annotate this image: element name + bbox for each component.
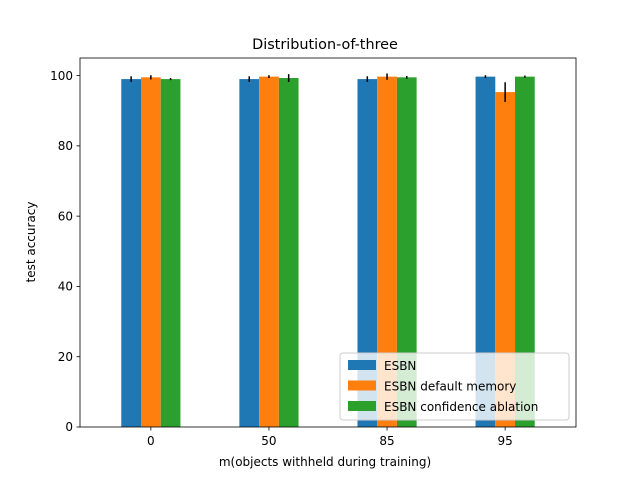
y-tick-label: 0 bbox=[65, 420, 73, 434]
x-tick-label: 95 bbox=[498, 434, 513, 448]
legend-label: ESBN bbox=[384, 359, 416, 373]
bar-esbn-confidence-ablation-0 bbox=[160, 79, 181, 427]
bar-esbn-confidence-ablation-85 bbox=[396, 77, 417, 427]
axes-layer: 0 20 40 60 80 100 0 50 85 95 bbox=[50, 57, 577, 448]
bar-esbn-default-memory-95 bbox=[495, 92, 516, 428]
bar-esbn-confidence-ablation-50 bbox=[278, 78, 299, 427]
y-tick-label: 20 bbox=[58, 350, 73, 364]
legend-label: ESBN confidence ablation bbox=[384, 400, 538, 414]
x-axis-label: m(objects withheld during training) bbox=[219, 455, 431, 469]
y-tick-label: 100 bbox=[50, 69, 73, 83]
x-tick-label: 85 bbox=[379, 434, 394, 448]
y-axis-label: test accuracy bbox=[24, 202, 38, 283]
y-tick-label: 40 bbox=[58, 280, 73, 294]
bar-esbn-confidence-ablation-95 bbox=[515, 76, 535, 427]
bar-esbn-default-memory-50 bbox=[259, 76, 279, 427]
legend: ESBN ESBN default memory ESBN confidence a… bbox=[339, 352, 570, 421]
bar-esbn-default-memory-0 bbox=[140, 77, 161, 427]
bar-esbn-95 bbox=[475, 76, 496, 427]
legend-label: ESBN default memory bbox=[384, 380, 516, 394]
legend-box bbox=[339, 352, 570, 421]
bar-esbn-default-memory-85 bbox=[377, 76, 397, 427]
legend-swatch bbox=[348, 380, 376, 391]
legend-swatch bbox=[348, 401, 376, 411]
plot-frame bbox=[79, 57, 577, 428]
x-tick-label: 50 bbox=[261, 434, 276, 448]
bar-esbn-0 bbox=[121, 79, 141, 427]
x-tick-label: 0 bbox=[147, 434, 155, 448]
bar-esbn-85 bbox=[357, 79, 378, 427]
y-tick-label: 60 bbox=[58, 209, 73, 223]
y-tick-label: 80 bbox=[58, 139, 73, 153]
bars-layer bbox=[121, 73, 535, 428]
legend-swatch bbox=[348, 360, 376, 370]
chart-title: Distribution-of-three bbox=[252, 37, 398, 53]
bar-esbn-50 bbox=[239, 79, 260, 427]
